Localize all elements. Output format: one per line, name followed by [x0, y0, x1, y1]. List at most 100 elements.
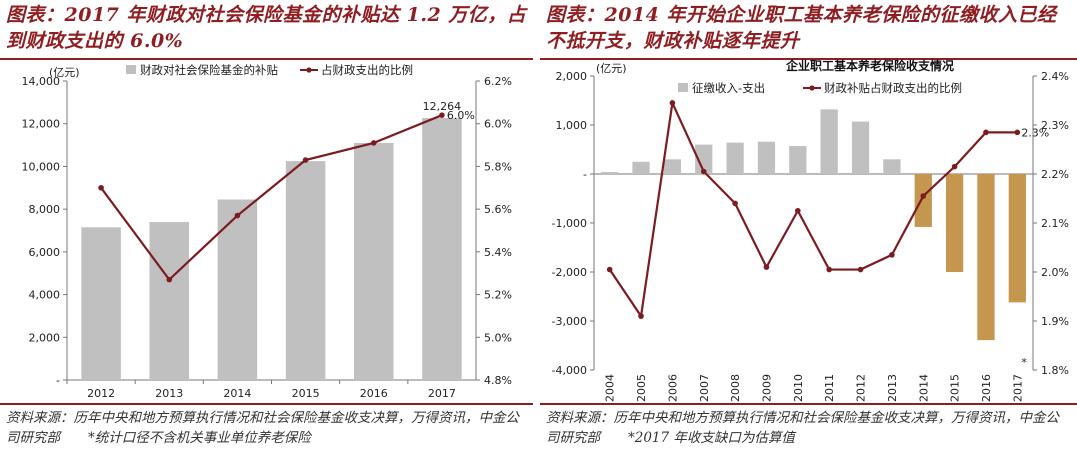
- left-chart: (亿元) 财政对社会保险基金的补贴 占财政支出的比例 - 2,000 4,000 6,000…: [22, 63, 512, 400]
- left-x-tick-label: 2014: [223, 387, 251, 400]
- right-bar: [663, 159, 682, 174]
- left-x-tick-label: 2016: [360, 387, 388, 400]
- left-source-note: *统计口径不含机关事业单位养老保险: [88, 430, 311, 446]
- right-y2-tick-label: 2.3%: [1041, 119, 1069, 132]
- left-x-tick-label: 2015: [292, 387, 320, 400]
- right-bar: [695, 144, 713, 174]
- right-x-tick-label: 2016: [980, 374, 993, 402]
- right-legend-bar-swatch: [678, 83, 688, 92]
- left-x-tick-label: 2013: [155, 387, 183, 400]
- right-x-tick-label: 2011: [823, 374, 836, 402]
- right-y2-tick-label: 1.8%: [1041, 364, 1069, 377]
- right-ratio-point: [638, 313, 644, 319]
- right-y2-tick-label: 2.2%: [1041, 168, 1069, 181]
- right-ratio-point: [763, 264, 770, 270]
- right-ratio-point: [732, 200, 738, 207]
- right-bar: [883, 159, 901, 174]
- right-x-tick-label: 2006: [666, 374, 679, 402]
- right-x-tick-label: 2014: [917, 374, 930, 402]
- right-source: 资料来源：历年中央和地方预算执行情况和社会保险基金收支决算，万得资讯，中金公司研…: [546, 408, 1071, 448]
- left-y-tick-label: 4,000: [29, 289, 61, 302]
- right-top-rule: [540, 58, 1077, 60]
- left-unit-label: (亿元): [49, 66, 80, 79]
- right-y2-tick-label: 1.9%: [1041, 315, 1069, 328]
- left-bar: [149, 221, 190, 380]
- left-legend-line-label: 占财政支出的比例: [321, 63, 413, 77]
- left-y-tick-label: -: [56, 374, 60, 387]
- left-y-tick-label: 2,000: [29, 331, 61, 344]
- right-x-tick-suffix: *: [1021, 356, 1027, 369]
- left-legend-bar-swatch: [126, 65, 136, 74]
- right-x-tick-label: 2017: [1011, 374, 1024, 402]
- left-bar: [353, 142, 394, 380]
- right-x-tick-label: 2007: [698, 374, 711, 402]
- right-x-tick-label: 2010: [792, 374, 805, 402]
- left-y2-tick-label: 5.8%: [484, 160, 512, 173]
- left-bar: [422, 118, 462, 381]
- right-y-tick-label: -3,000: [552, 315, 587, 328]
- right-source-note: *2017 年收支缺口为估算值: [628, 430, 795, 446]
- right-bar: [977, 174, 995, 341]
- left-y2-tick-label: 5.0%: [484, 331, 512, 344]
- right-bar: [601, 172, 619, 174]
- right-y-tick-label: -1,000: [552, 217, 587, 230]
- right-ratio-point: [951, 163, 958, 170]
- right-bar: [632, 161, 650, 174]
- right-chart: 企业职工基本养老保险收支情况 (亿元) 征缴收入-支出 财政补贴占财政支出的比例 -4,…: [552, 58, 1069, 402]
- right-x-tick-label: 2009: [760, 374, 773, 402]
- left-figure-title: 图表：2017 年财政对社会保险基金的补贴达 1.2 万亿，占到财政支出的 6.…: [6, 4, 527, 52]
- left-x-tick-label: 2017: [428, 387, 456, 400]
- right-ratio-point: [669, 100, 676, 106]
- right-legend-line-label: 财政补贴占财政支出的比例: [824, 81, 962, 95]
- right-ratio-point: [857, 266, 864, 273]
- right-unit-label: (亿元): [596, 62, 627, 75]
- right-x-tick-label: 2013: [886, 374, 899, 402]
- right-legend-bar-label: 征缴收入-支出: [692, 81, 765, 95]
- right-y-tick-label: 2,000: [556, 70, 588, 83]
- right-source-text: 资料来源：历年中央和地方预算执行情况和社会保险基金收支决算，万得资讯，中金公司研…: [546, 410, 1059, 446]
- right-ratio-point: [826, 266, 832, 273]
- left-y-tick-label: 12,000: [22, 118, 61, 131]
- left-y-tick-label: 8,000: [29, 203, 61, 216]
- right-bar: [757, 141, 776, 174]
- right-bar: [945, 174, 964, 272]
- right-bottom-rule: [540, 403, 1077, 405]
- right-x-tick-label: 2015: [949, 374, 962, 402]
- right-chart-title: 企业职工基本养老保险收支情况: [785, 58, 954, 73]
- right-y-tick-label: -2,000: [552, 266, 587, 279]
- right-bar: [726, 142, 744, 174]
- left-bar: [285, 161, 326, 380]
- right-legend-line-marker: [809, 85, 815, 91]
- left-line-annotation: 6.0%: [447, 109, 475, 122]
- right-line-annotation: 2.3%: [1021, 126, 1049, 139]
- right-y2-tick-label: 2.1%: [1041, 217, 1069, 230]
- left-y-tick-label: 14,000: [22, 75, 61, 88]
- left-x-tick-label: 2012: [87, 387, 115, 400]
- left-y-tick-label: 6,000: [29, 246, 61, 259]
- right-panel: 图表：2014 年开始企业职工基本养老保险的征缴收入已经不抵开支，财政补贴逐年提…: [540, 0, 1077, 451]
- right-y2-tick-label: 2.4%: [1041, 70, 1069, 83]
- right-x-tick-label: 2004: [604, 374, 617, 402]
- right-ratio-point: [983, 129, 989, 136]
- right-ratio-point: [795, 207, 801, 214]
- right-ratio-point: [889, 252, 895, 258]
- right-ratio-point: [606, 266, 613, 273]
- right-ratio-point: [700, 168, 707, 175]
- left-y2-tick-label: 4.8%: [484, 374, 512, 387]
- right-y-tick-label: -: [583, 168, 587, 181]
- right-ratio-point: [1014, 129, 1021, 136]
- left-panel: 图表：2017 年财政对社会保险基金的补贴达 1.2 万亿，占到财政支出的 6.…: [0, 0, 533, 451]
- left-ratio-line: [100, 114, 443, 282]
- right-y-tick-label: -4,000: [552, 364, 587, 377]
- left-ratio-point: [370, 140, 377, 146]
- left-ratio-point: [302, 157, 309, 163]
- right-figure-title: 图表：2014 年开始企业职工基本养老保险的征缴收入已经不抵开支，财政补贴逐年提…: [546, 4, 1057, 52]
- right-x-tick-label: 2012: [855, 374, 868, 402]
- left-ratio-point: [166, 276, 173, 283]
- left-y2-tick-label: 6.0%: [484, 118, 512, 131]
- right-bar: [914, 174, 932, 227]
- right-y2-tick-label: 2.0%: [1041, 266, 1069, 279]
- left-bar: [217, 199, 258, 380]
- right-bar: [851, 121, 870, 174]
- left-legend-line-marker: [306, 67, 312, 73]
